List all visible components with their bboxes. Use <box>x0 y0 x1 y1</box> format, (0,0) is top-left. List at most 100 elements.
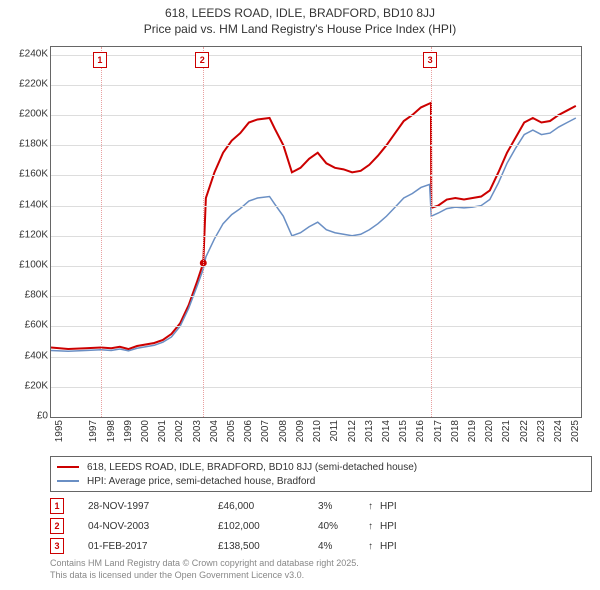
gridline-h <box>51 326 581 327</box>
gridline-h <box>51 175 581 176</box>
x-tick-label: 2003 <box>192 420 203 450</box>
gridline-h <box>51 236 581 237</box>
x-tick-label: 2008 <box>278 420 289 450</box>
x-tick-label: 2010 <box>312 420 323 450</box>
chart-container: 618, LEEDS ROAD, IDLE, BRADFORD, BD10 8J… <box>0 0 600 590</box>
legend-row: 618, LEEDS ROAD, IDLE, BRADFORD, BD10 8J… <box>57 460 585 474</box>
sale-hpi-tag: HPI <box>380 521 410 532</box>
chart-svg <box>51 47 581 417</box>
x-tick-label: 2014 <box>381 420 392 450</box>
sale-marker-box: 2 <box>195 52 209 68</box>
legend-box: 618, LEEDS ROAD, IDLE, BRADFORD, BD10 8J… <box>50 456 592 492</box>
y-tick-label: £180K <box>4 139 48 150</box>
legend-swatch <box>57 466 79 468</box>
footer-line-1: Contains HM Land Registry data © Crown c… <box>50 558 359 570</box>
title-line-2: Price paid vs. HM Land Registry's House … <box>0 22 600 38</box>
x-tick-label: 1997 <box>88 420 99 450</box>
sale-row-marker: 1 <box>50 498 64 514</box>
x-tick-label: 2025 <box>570 420 581 450</box>
x-tick-label: 2017 <box>433 420 444 450</box>
legend-label: 618, LEEDS ROAD, IDLE, BRADFORD, BD10 8J… <box>87 462 417 473</box>
y-tick-label: £60K <box>4 320 48 331</box>
x-tick-label: 2019 <box>467 420 478 450</box>
x-tick-label: 2015 <box>398 420 409 450</box>
sale-price: £46,000 <box>218 501 318 512</box>
y-tick-label: £120K <box>4 229 48 240</box>
y-tick-label: £160K <box>4 169 48 180</box>
sale-pct: 3% <box>318 501 368 512</box>
x-tick-label: 2021 <box>501 420 512 450</box>
sale-hpi-tag: HPI <box>380 501 410 512</box>
sale-marker-line <box>203 47 204 417</box>
x-tick-label: 2016 <box>415 420 426 450</box>
gridline-h <box>51 115 581 116</box>
gridline-h <box>51 55 581 56</box>
x-tick-label: 2005 <box>226 420 237 450</box>
x-tick-label: 2023 <box>536 420 547 450</box>
x-tick-label: 1995 <box>54 420 65 450</box>
sale-row-marker: 3 <box>50 538 64 554</box>
x-tick-label: 2004 <box>209 420 220 450</box>
legend-swatch <box>57 480 79 482</box>
sale-row-marker: 2 <box>50 518 64 534</box>
up-arrow-icon: ↑ <box>368 521 380 532</box>
gridline-h <box>51 145 581 146</box>
y-tick-label: £40K <box>4 350 48 361</box>
x-tick-label: 2018 <box>450 420 461 450</box>
x-tick-label: 2001 <box>157 420 168 450</box>
legend-row: HPI: Average price, semi-detached house,… <box>57 474 585 488</box>
sale-date: 28-NOV-1997 <box>88 501 218 512</box>
x-tick-label: 2009 <box>295 420 306 450</box>
footer-line-2: This data is licensed under the Open Gov… <box>50 570 359 582</box>
sale-marker-box: 1 <box>93 52 107 68</box>
series-line <box>51 118 576 351</box>
sale-row: 2 04-NOV-2003£102,00040%↑HPI <box>50 516 410 536</box>
y-tick-label: £240K <box>4 48 48 59</box>
sale-pct: 40% <box>318 521 368 532</box>
x-tick-label: 2022 <box>519 420 530 450</box>
x-tick-label: 1999 <box>123 420 134 450</box>
y-tick-label: £200K <box>4 108 48 119</box>
x-tick-label: 2007 <box>260 420 271 450</box>
gridline-h <box>51 85 581 86</box>
y-tick-label: £0 <box>4 411 48 422</box>
title-line-1: 618, LEEDS ROAD, IDLE, BRADFORD, BD10 8J… <box>0 6 600 22</box>
sales-table: 128-NOV-1997£46,0003%↑HPI204-NOV-2003£10… <box>50 496 410 556</box>
footer-attribution: Contains HM Land Registry data © Crown c… <box>50 558 359 581</box>
x-tick-label: 2024 <box>553 420 564 450</box>
sale-marker-line <box>101 47 102 417</box>
gridline-h <box>51 357 581 358</box>
series-line <box>51 103 576 349</box>
x-tick-label: 2013 <box>364 420 375 450</box>
x-tick-label: 2002 <box>174 420 185 450</box>
up-arrow-icon: ↑ <box>368 541 380 552</box>
y-tick-label: £140K <box>4 199 48 210</box>
sale-marker-line <box>431 47 432 417</box>
sale-row: 128-NOV-1997£46,0003%↑HPI <box>50 496 410 516</box>
sale-price: £102,000 <box>218 521 318 532</box>
gridline-h <box>51 206 581 207</box>
sale-price: £138,500 <box>218 541 318 552</box>
sale-row: 3 01-FEB-2017£138,5004%↑HPI <box>50 536 410 556</box>
gridline-h <box>51 296 581 297</box>
x-tick-label: 2012 <box>347 420 358 450</box>
x-tick-label: 2000 <box>140 420 151 450</box>
sale-pct: 4% <box>318 541 368 552</box>
y-tick-label: £20K <box>4 380 48 391</box>
y-tick-label: £100K <box>4 259 48 270</box>
gridline-h <box>51 266 581 267</box>
sale-date: 04-NOV-2003 <box>88 521 218 532</box>
x-tick-label: 1998 <box>106 420 117 450</box>
y-tick-label: £220K <box>4 78 48 89</box>
sale-marker-box: 3 <box>423 52 437 68</box>
y-tick-label: £80K <box>4 290 48 301</box>
sale-date: 01-FEB-2017 <box>88 541 218 552</box>
legend-label: HPI: Average price, semi-detached house,… <box>87 476 315 487</box>
chart-title: 618, LEEDS ROAD, IDLE, BRADFORD, BD10 8J… <box>0 0 600 37</box>
x-tick-label: 2020 <box>484 420 495 450</box>
x-tick-label: 2006 <box>243 420 254 450</box>
plot-area <box>50 46 582 418</box>
sale-hpi-tag: HPI <box>380 541 410 552</box>
gridline-h <box>51 387 581 388</box>
x-tick-label: 2011 <box>329 420 340 450</box>
